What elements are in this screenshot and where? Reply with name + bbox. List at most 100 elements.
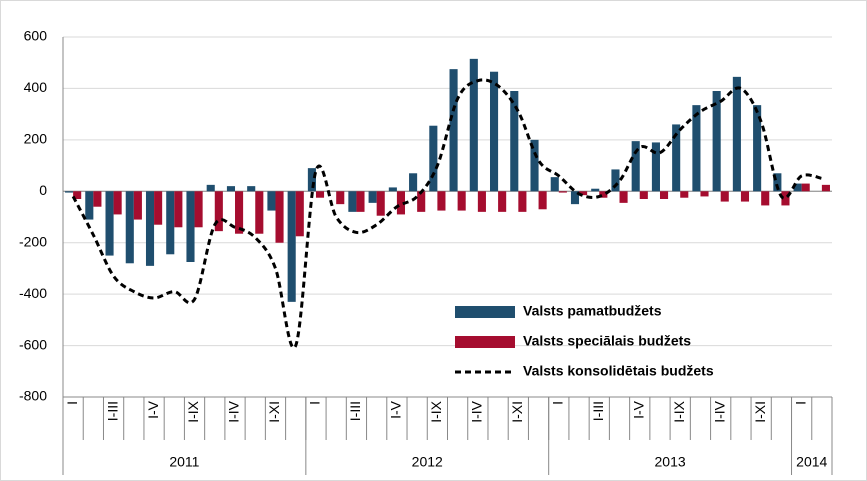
bar xyxy=(579,191,588,196)
bar xyxy=(773,173,782,192)
bar xyxy=(591,188,600,192)
bar xyxy=(793,183,802,192)
bar xyxy=(498,191,507,212)
y-tick-label: 600 xyxy=(24,28,48,44)
bar xyxy=(315,191,325,198)
bar xyxy=(680,191,689,198)
bar xyxy=(166,191,175,255)
bar xyxy=(93,191,102,207)
y-tick-label: 0 xyxy=(39,182,47,198)
bar xyxy=(761,191,770,206)
x-tick-label: I-IV xyxy=(469,400,485,422)
y-tick-label: -200 xyxy=(19,233,47,249)
bar xyxy=(206,184,215,192)
bar xyxy=(376,191,385,216)
bar xyxy=(105,191,114,256)
legend-label: Valsts speciālais budžets xyxy=(523,333,691,349)
bar xyxy=(753,105,762,192)
bar xyxy=(700,191,709,197)
bar xyxy=(226,186,236,192)
bar xyxy=(510,91,519,192)
line xyxy=(71,78,823,350)
bar xyxy=(639,191,648,199)
bar xyxy=(530,139,539,192)
x-tick-label: I xyxy=(550,401,566,405)
bar xyxy=(740,191,750,202)
x-tick-label: I xyxy=(64,401,80,405)
x-tick-label: I-V xyxy=(388,400,404,419)
group-label: 2011 xyxy=(169,454,199,470)
bar xyxy=(295,191,304,237)
bar xyxy=(469,58,478,192)
bar xyxy=(558,191,567,193)
x-tick-label: I-III xyxy=(590,401,606,421)
bar xyxy=(255,191,264,234)
bar xyxy=(275,191,284,243)
x-tick-label: I xyxy=(307,401,323,405)
bar xyxy=(125,191,134,264)
x-tick-label: I-IX xyxy=(185,400,201,422)
bar xyxy=(368,191,377,203)
bar xyxy=(133,191,142,220)
x-tick-label: I-III xyxy=(347,401,363,421)
bar xyxy=(348,191,357,212)
bar xyxy=(154,191,163,225)
x-tick-label: I-V xyxy=(630,400,646,419)
legend-label: Valsts konsolidētais budžets xyxy=(523,363,714,379)
bar xyxy=(417,191,426,212)
bar xyxy=(570,191,580,205)
bar xyxy=(611,169,620,192)
x-tick-label: I-V xyxy=(145,400,161,419)
bar xyxy=(73,191,82,199)
bar xyxy=(113,191,122,215)
group-label: 2013 xyxy=(655,454,686,470)
bar xyxy=(409,173,418,192)
x-tick-label: I xyxy=(792,401,808,405)
legend-label: Valsts pamatbudžets xyxy=(523,303,662,319)
bar xyxy=(287,191,296,302)
bar xyxy=(489,71,499,192)
bar xyxy=(720,191,729,202)
bar xyxy=(429,125,438,192)
bar xyxy=(712,91,721,192)
y-tick-label: 400 xyxy=(24,79,48,95)
bar xyxy=(692,105,701,192)
bar xyxy=(550,177,559,192)
y-tick-label: 200 xyxy=(24,131,48,147)
bar xyxy=(538,191,547,210)
bar xyxy=(732,76,741,192)
bar xyxy=(781,191,790,206)
bar xyxy=(356,191,365,212)
x-tick-label: I-IV xyxy=(226,400,242,422)
x-tick-label: I-IV xyxy=(711,400,727,422)
bar xyxy=(267,191,276,211)
x-tick-label: I-XI xyxy=(509,401,525,423)
bar xyxy=(457,191,466,211)
x-tick-label: I-XI xyxy=(752,401,768,423)
bar xyxy=(477,191,486,212)
bar xyxy=(247,186,256,192)
bar xyxy=(672,124,681,192)
y-tick-label: -600 xyxy=(19,336,47,352)
bar xyxy=(651,142,660,192)
y-tick-label: -800 xyxy=(19,388,47,404)
bar xyxy=(518,191,527,212)
bar xyxy=(801,183,810,192)
bar xyxy=(619,191,628,203)
bar xyxy=(659,191,669,199)
bar xyxy=(85,191,94,220)
y-tick-label: -400 xyxy=(19,285,47,301)
x-tick-label: I-XI xyxy=(266,401,282,423)
bar xyxy=(186,191,195,262)
bar xyxy=(388,187,397,192)
bar xyxy=(631,141,640,192)
bar xyxy=(437,191,446,211)
x-tick-label: I-IX xyxy=(671,400,687,422)
x-tick-label: I-IX xyxy=(428,400,444,422)
bar xyxy=(194,191,203,228)
bar xyxy=(599,191,608,198)
bar xyxy=(307,168,316,192)
